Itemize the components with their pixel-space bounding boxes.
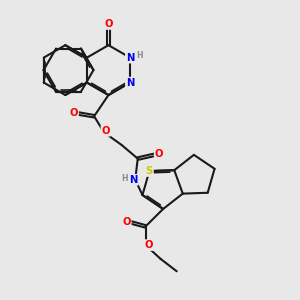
Text: H: H [136, 51, 142, 60]
Text: O: O [104, 19, 113, 29]
Text: O: O [70, 108, 78, 118]
Text: O: O [155, 149, 163, 159]
Text: O: O [122, 217, 131, 226]
Text: N: N [126, 78, 134, 88]
Text: N: N [126, 52, 134, 63]
Text: H: H [121, 174, 127, 183]
Text: O: O [101, 126, 110, 136]
Text: S: S [146, 166, 153, 176]
Text: O: O [145, 240, 153, 250]
Text: N: N [129, 175, 138, 185]
